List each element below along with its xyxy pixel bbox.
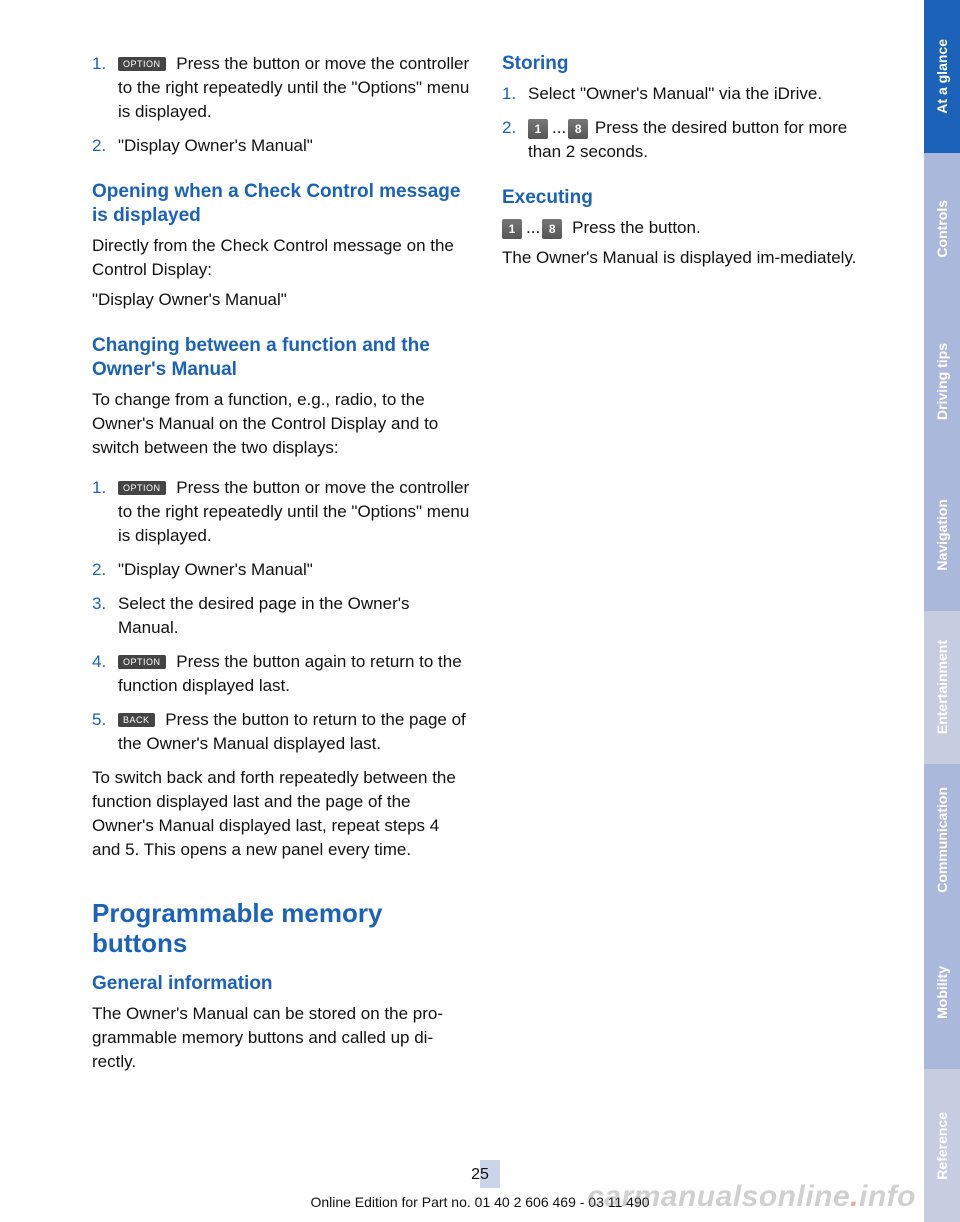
list-number: 2. bbox=[92, 558, 118, 582]
paragraph: Directly from the Check Control message … bbox=[92, 234, 472, 282]
tab-driving-tips[interactable]: Driving tips bbox=[924, 306, 960, 459]
heading-executing: Executing bbox=[502, 186, 882, 210]
heading-storing: Storing bbox=[502, 52, 882, 76]
tab-mobility[interactable]: Mobility bbox=[924, 917, 960, 1070]
list-text: Select "Owner's Manual" via the iDrive. bbox=[528, 82, 882, 106]
list2-item-4: 4. OPTION Press the button again to retu… bbox=[92, 650, 472, 698]
tab-label: Entertainment bbox=[934, 640, 950, 734]
list-number: 2. bbox=[92, 134, 118, 158]
heading-changing-function: Changing between a function and the Owne… bbox=[92, 334, 472, 382]
right-column: Storing 1. Select "Owner's Manual" via t… bbox=[502, 52, 882, 1080]
list2-item-1: 1. OPTION Press the button or move the c… bbox=[92, 476, 472, 548]
list2-item-3: 3. Select the desired page in the Owner'… bbox=[92, 592, 472, 640]
page-number-block: 25 bbox=[471, 1166, 489, 1184]
list-text: "Display Owner's Manual" bbox=[118, 134, 472, 158]
list1-item-2: 2. "Display Owner's Manual" bbox=[92, 134, 472, 158]
list-body: OPTION Press the button or move the cont… bbox=[118, 52, 472, 124]
tab-label: Reference bbox=[934, 1112, 950, 1180]
list1-item-1: 1. OPTION Press the button or move the c… bbox=[92, 52, 472, 124]
paragraph: To change from a function, e.g., radio, … bbox=[92, 388, 472, 460]
list-text: Press the button to return to the page o… bbox=[118, 710, 466, 753]
list-text: Select the desired page in the Owner's M… bbox=[118, 592, 472, 640]
side-tabs: At a glance Controls Driving tips Naviga… bbox=[924, 0, 960, 1222]
left-column: 1. OPTION Press the button or move the c… bbox=[92, 52, 472, 1080]
list-body: 1...8 Press the desired button for more … bbox=[528, 116, 882, 164]
executing-buttons: 1...8 bbox=[502, 216, 572, 240]
tab-label: Navigation bbox=[934, 499, 950, 571]
option-button-icon: OPTION bbox=[118, 655, 166, 669]
list-text: Press the button or move the controller … bbox=[118, 54, 469, 121]
paragraph: To switch back and forth repeatedly betw… bbox=[92, 766, 472, 862]
tab-reference[interactable]: Reference bbox=[924, 1069, 960, 1222]
paragraph: "Display Owner's Manual" bbox=[92, 288, 472, 312]
exec-line-1: Press the button. bbox=[572, 216, 882, 240]
content-columns: 1. OPTION Press the button or move the c… bbox=[92, 52, 882, 1080]
list-body: OPTION Press the button or move the cont… bbox=[118, 476, 472, 548]
option-button-icon: OPTION bbox=[118, 481, 166, 495]
footer-text: Online Edition for Part no. 01 40 2 606 … bbox=[310, 1194, 649, 1210]
list-number: 4. bbox=[92, 650, 118, 698]
list2-item-5: 5. BACK Press the button to return to th… bbox=[92, 708, 472, 756]
list-body: BACK Press the button to return to the p… bbox=[118, 708, 472, 756]
memory-button-1-icon: 1 bbox=[528, 119, 548, 139]
tab-label: Driving tips bbox=[934, 343, 950, 420]
watermark-dot: . bbox=[850, 1180, 859, 1213]
option-button-icon: OPTION bbox=[118, 57, 166, 71]
memory-button-8-icon: 8 bbox=[568, 119, 588, 139]
watermark-part-c: info bbox=[859, 1180, 916, 1213]
tab-entertainment[interactable]: Entertainment bbox=[924, 611, 960, 764]
list-number: 1. bbox=[502, 82, 528, 106]
back-button-icon: BACK bbox=[118, 713, 155, 727]
tab-at-a-glance[interactable]: At a glance bbox=[924, 0, 960, 153]
tab-controls[interactable]: Controls bbox=[924, 153, 960, 306]
heading-check-control: Opening when a Check Control message is … bbox=[92, 180, 472, 228]
heading-programmable-memory: Programmable memory buttons bbox=[92, 898, 472, 958]
tab-label: Mobility bbox=[934, 966, 950, 1019]
tab-navigation[interactable]: Navigation bbox=[924, 458, 960, 611]
executing-text: Press the button. bbox=[572, 216, 882, 240]
spacer bbox=[92, 466, 472, 476]
memory-button-8-icon: 8 bbox=[542, 219, 562, 239]
list-number: 3. bbox=[92, 592, 118, 640]
list-text: Press the button again to return to the … bbox=[118, 652, 462, 695]
tab-communication[interactable]: Communication bbox=[924, 764, 960, 917]
storing-item-2: 2. 1...8 Press the desired button for mo… bbox=[502, 116, 882, 164]
memory-button-1-icon: 1 bbox=[502, 219, 522, 239]
paragraph: The Owner's Manual can be stored on the … bbox=[92, 1002, 472, 1074]
tab-label: Controls bbox=[934, 200, 950, 258]
list-number: 2. bbox=[502, 116, 528, 164]
list-number: 1. bbox=[92, 476, 118, 548]
tab-label: At a glance bbox=[934, 39, 950, 114]
exec-line-2: The Owner's Manual is displayed im‐media… bbox=[502, 246, 882, 270]
storing-item-1: 1. Select "Owner's Manual" via the iDriv… bbox=[502, 82, 882, 106]
list-number: 1. bbox=[92, 52, 118, 124]
page-number: 25 bbox=[471, 1166, 489, 1183]
page: 1. OPTION Press the button or move the c… bbox=[0, 0, 960, 1222]
executing-block: 1...8 Press the button. bbox=[502, 216, 882, 240]
tab-label: Communication bbox=[934, 787, 950, 893]
list-text: "Display Owner's Manual" bbox=[118, 558, 472, 582]
ellipsis: ... bbox=[524, 218, 542, 237]
ellipsis: ... bbox=[550, 118, 568, 137]
list-number: 5. bbox=[92, 708, 118, 756]
list-body: OPTION Press the button again to return … bbox=[118, 650, 472, 698]
list2-item-2: 2. "Display Owner's Manual" bbox=[92, 558, 472, 582]
list-text: Press the button or move the controller … bbox=[118, 478, 469, 545]
heading-general-info: General information bbox=[92, 972, 472, 996]
